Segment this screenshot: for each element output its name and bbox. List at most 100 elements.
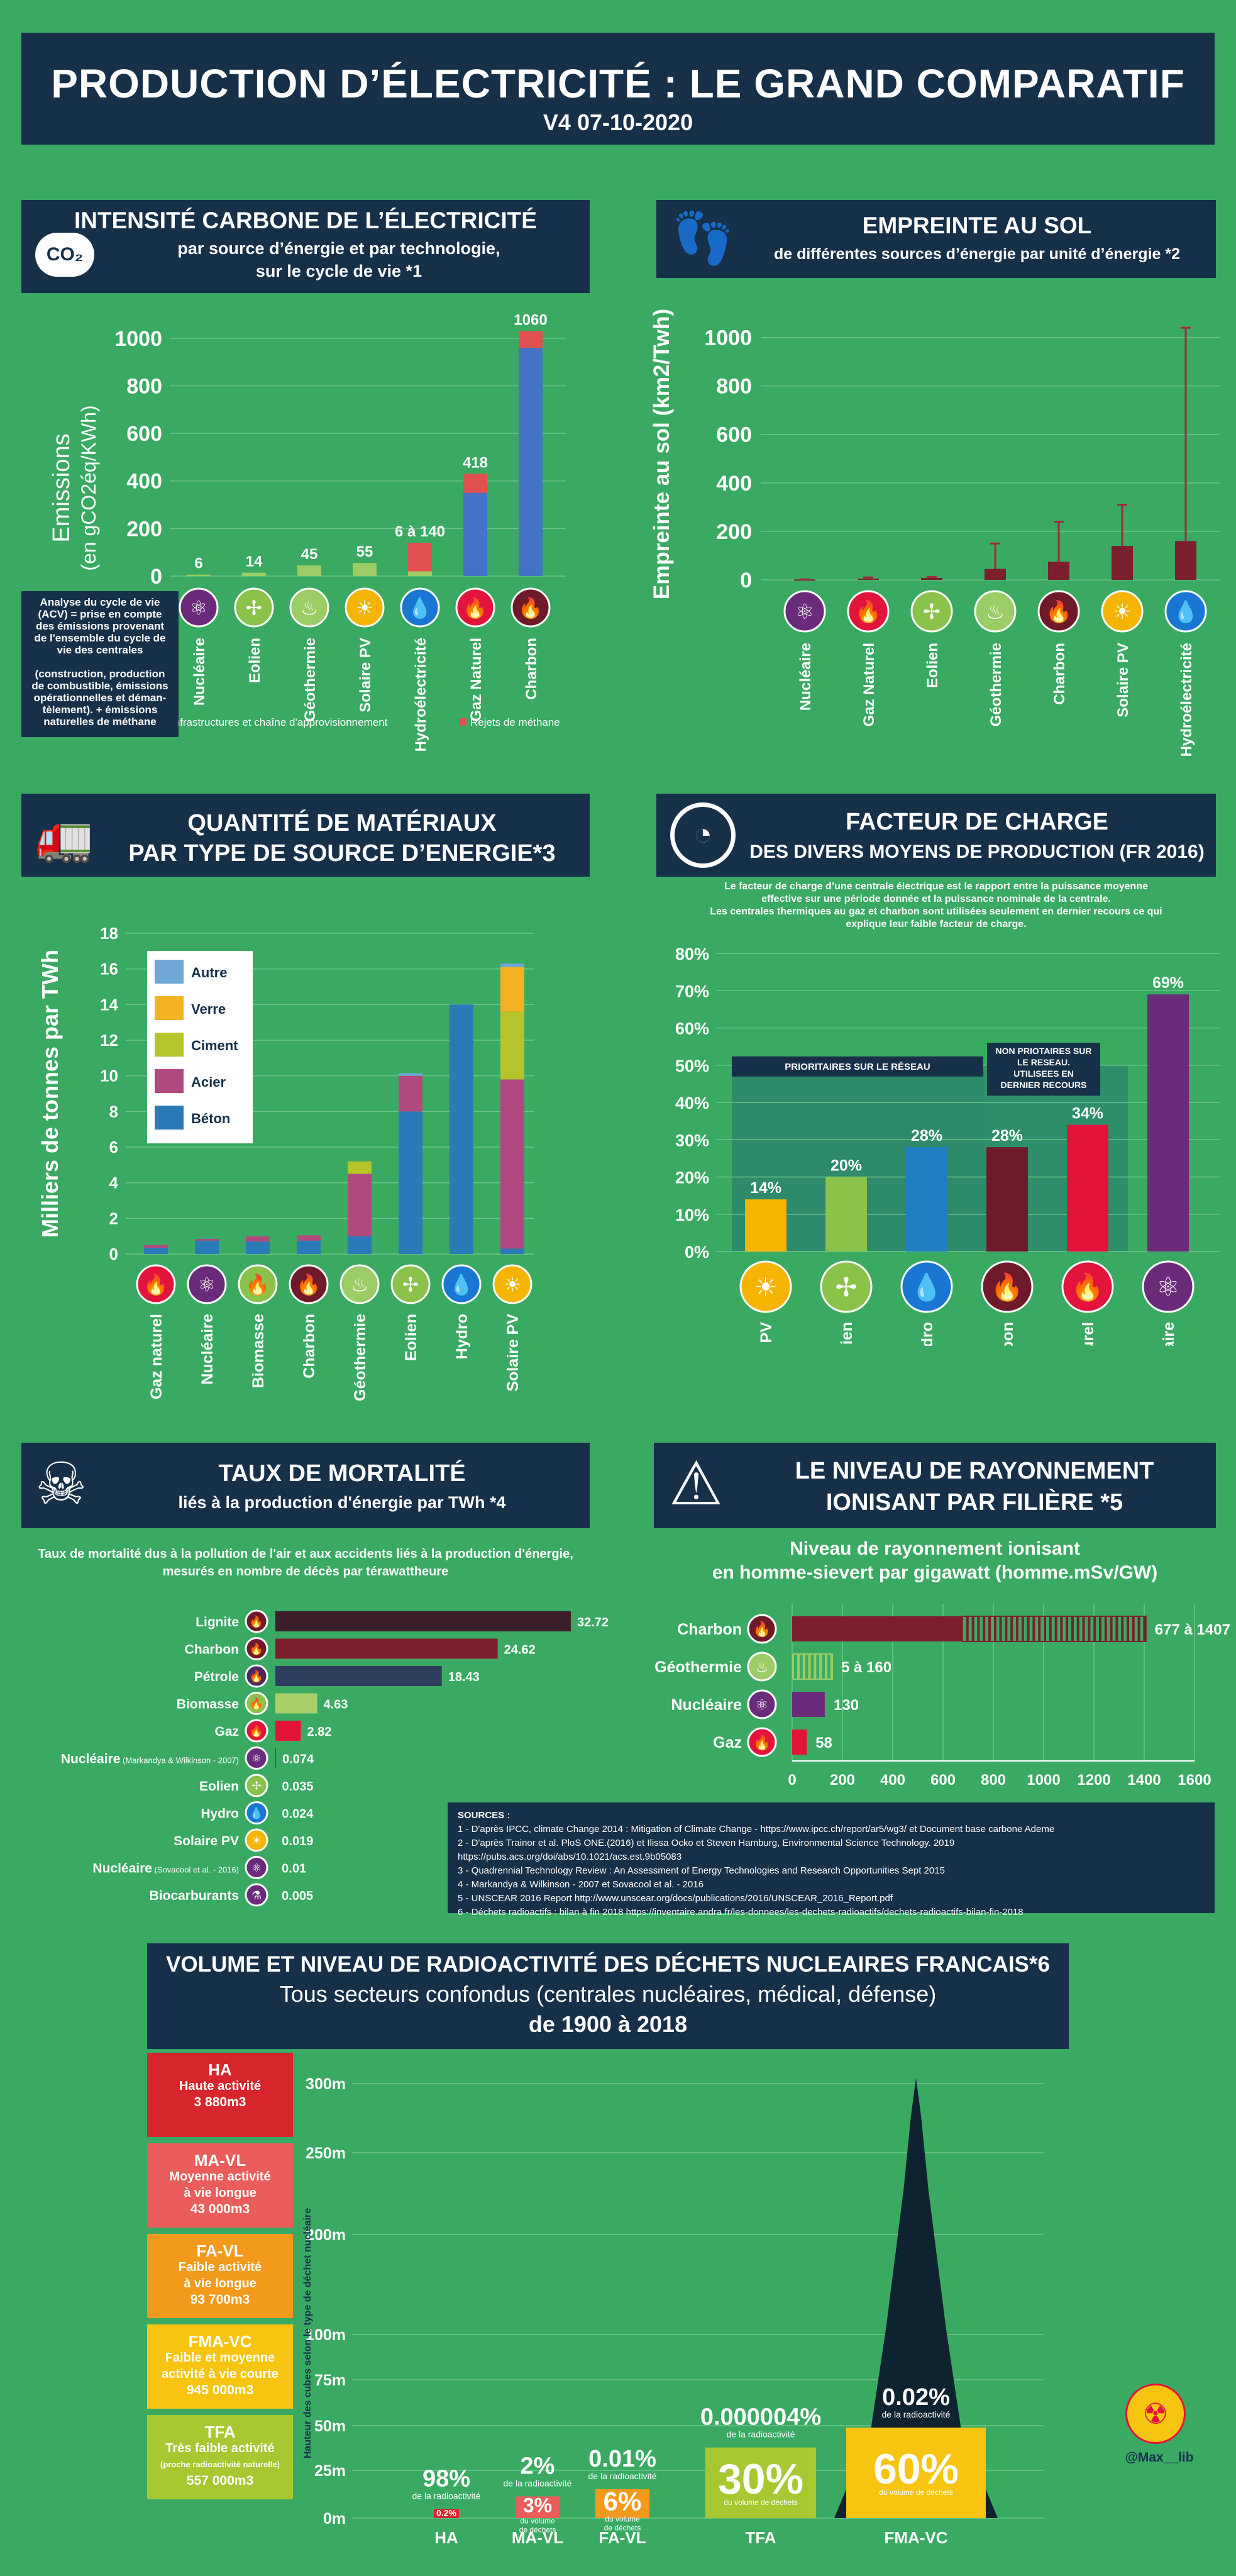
waste-radio-label: de la radioactivité bbox=[588, 2471, 657, 2481]
materials-legend-swatch bbox=[155, 1069, 184, 1093]
carbon-ytick: 1000 bbox=[114, 327, 162, 351]
sun-icon bbox=[345, 587, 385, 628]
waste-header: VOLUME ET NIVEAU DE RADIOACTIVITÉ DES DÉ… bbox=[147, 1943, 1069, 2049]
waste-ytick: 250m bbox=[306, 2145, 346, 2162]
waste-radio-pct: 0.02% bbox=[882, 2384, 950, 2411]
flame-icon-glyph: 🔥 bbox=[1071, 1272, 1104, 1302]
mortality-data-label: 0.019 bbox=[282, 1835, 313, 1848]
capacity-bar bbox=[825, 1177, 867, 1252]
materials-ylabel: Milliers de tonnes par TWh bbox=[37, 950, 63, 1238]
mortality-category: Nucléaire (Sovacool et al. - 2016) bbox=[92, 1862, 239, 1876]
waste-box-ma-vl: MA-VL Moyenne activité à vie longue 43 000m… bbox=[147, 2143, 293, 2228]
waste-box-l1: Haute activité bbox=[179, 2079, 262, 2093]
radiation-xtick: 800 bbox=[981, 1772, 1006, 1789]
footprint-ytick: 400 bbox=[716, 472, 752, 496]
capacity-ytick: 40% bbox=[675, 1094, 709, 1113]
radiation-range-box bbox=[961, 1616, 1147, 1642]
coal-flame-icon bbox=[245, 1637, 268, 1660]
capacity-intro: Le facteur de charge d’une centrale élec… bbox=[656, 880, 1216, 931]
radiation-chart-title2: en homme-sievert par gigawatt (homme.mSv… bbox=[712, 1562, 1158, 1583]
materials-bar-Acier bbox=[246, 1236, 270, 1242]
waste-box-l2: à vie longue bbox=[184, 2277, 257, 2290]
radiation-xtick: 0 bbox=[788, 1772, 796, 1789]
carbon-bar-Infrastruc bbox=[187, 574, 211, 576]
co2-cloud-icon: CO₂ bbox=[35, 233, 94, 277]
source-line: 1 - D'après IPCC, climate Change 2014 : … bbox=[458, 1824, 1055, 1835]
mortality-category: Hydro bbox=[201, 1807, 239, 1821]
materials-legend-label: Ciment bbox=[191, 1038, 238, 1053]
waste-xtick: TFA bbox=[745, 2528, 776, 2547]
wind-turbine-icon-glyph: ✢ bbox=[252, 1779, 262, 1792]
carbon-data-label: 55 bbox=[356, 543, 373, 560]
materials-ytick: 6 bbox=[109, 1138, 118, 1157]
materials-ytick: 2 bbox=[109, 1209, 118, 1228]
materials-legend-swatch bbox=[155, 996, 184, 1020]
radiation-xtick: 600 bbox=[930, 1772, 956, 1789]
capacity-intro-line: explique leur faible facteur de charge. bbox=[846, 919, 1027, 930]
priority-label-box bbox=[732, 1056, 983, 1077]
nonpriority-label: DERNIER RECOURS bbox=[1001, 1080, 1087, 1090]
mortality-bar bbox=[275, 1638, 498, 1659]
footprint-xtick: Eolien bbox=[924, 643, 941, 688]
waste-radio-label: de la radioactivité bbox=[504, 2478, 572, 2488]
capacity-xtick: Eolien bbox=[838, 1322, 856, 1346]
carbon-data-label: 45 bbox=[301, 546, 318, 563]
waste-ytick: 25m bbox=[314, 2462, 346, 2480]
carbon-bar-Rejets de bbox=[463, 474, 487, 493]
waste-volume-label: de déchets bbox=[519, 2526, 556, 2534]
materials-bar-Acier bbox=[399, 1075, 422, 1112]
radiation-data-label: 58 bbox=[815, 1735, 832, 1752]
capacity-data-label: 69% bbox=[1152, 974, 1184, 992]
waste-box-l2: activité à vie courte bbox=[162, 2367, 279, 2381]
flame-icon bbox=[747, 1727, 777, 1757]
source-line: https://pubs.acs.org/doi/abs/10.1021/acs… bbox=[458, 1852, 682, 1862]
waste-box-code: FMA-VC bbox=[188, 2332, 252, 2351]
waste-volume-pct: 0.2% bbox=[436, 2507, 456, 2518]
flame-icon-glyph: 🔥 bbox=[855, 599, 881, 624]
source-line: 4 - Markandya & Wilkinson - 2007 et Sova… bbox=[458, 1879, 704, 1890]
radiation-xtick: 1000 bbox=[1027, 1772, 1060, 1789]
waste-ytick: 100m bbox=[306, 2326, 346, 2344]
carbon-bar-Rejets de bbox=[519, 331, 543, 348]
mortality-category: Biocarburants bbox=[150, 1889, 239, 1903]
waste-box-vol: 945 000m3 bbox=[186, 2383, 254, 2397]
wind-turbine-icon-glyph: ✢ bbox=[923, 601, 941, 624]
materials-ytick: 18 bbox=[100, 924, 118, 943]
leaf-flame-icon-glyph: 🔥 bbox=[245, 1273, 270, 1296]
materials-bar-Acier bbox=[348, 1174, 372, 1236]
carbon-bar-Emissions bbox=[519, 347, 543, 576]
materials-xtick: Gaz naturel bbox=[148, 1314, 165, 1399]
carbon-data-label: 418 bbox=[463, 454, 488, 471]
carbon-ytick: 200 bbox=[126, 517, 162, 541]
materials-bar-Acier bbox=[500, 1079, 524, 1249]
footprint-ytick: 0 bbox=[740, 569, 752, 592]
sun-icon-glyph: ☀ bbox=[356, 596, 373, 619]
carbon-ylabel2: (en gCO2éq/KWh) bbox=[77, 405, 100, 570]
waste-volume-pct: 60% bbox=[873, 2445, 959, 2493]
nonpriority-label-box bbox=[987, 1043, 1100, 1096]
waste-xtick: FA-VL bbox=[599, 2528, 646, 2547]
materials-chart: 0 2 4 6 8 10 12 14 16 18 Milliers de tonnes par TW… bbox=[37, 924, 534, 1401]
materials-bar-Acier bbox=[297, 1235, 321, 1241]
footprint-xtick: Gaz Naturel bbox=[861, 643, 878, 726]
geothermal-icon bbox=[974, 590, 1017, 633]
radiation-chart-title1: Niveau de rayonnement ionisant bbox=[790, 1538, 1080, 1559]
mortality-note: (Markandya & Wilkinson - 2007) bbox=[120, 1756, 239, 1765]
radiation-data-label: 5 à 160 bbox=[841, 1659, 891, 1676]
mortality-category: Eolien bbox=[199, 1779, 239, 1794]
waste-cube bbox=[516, 2496, 560, 2518]
mortality-bar bbox=[275, 1748, 277, 1768]
flame-icon bbox=[455, 587, 495, 628]
atom-icon-glyph: ⚛ bbox=[1156, 1272, 1180, 1302]
flame-icon-glyph: 🔥 bbox=[753, 1734, 771, 1751]
footprint-ytick: 800 bbox=[716, 375, 752, 399]
radiation-title2: IONISANT PAR FILIÈRE *5 bbox=[825, 1489, 1123, 1516]
geothermal-icon-glyph: ♨ bbox=[351, 1273, 368, 1296]
footprint-title: EMPREINTE AU SOL bbox=[862, 213, 1092, 238]
atom-icon-glyph: ⚛ bbox=[795, 601, 814, 624]
water-drop-icon-glyph: 💧 bbox=[1173, 599, 1199, 624]
atom-icon bbox=[179, 587, 219, 628]
waste-volume-label: du volume bbox=[605, 2514, 640, 2523]
footprint-ytick: 200 bbox=[716, 520, 752, 544]
carbon-xtick: Solaire PV bbox=[357, 638, 374, 713]
